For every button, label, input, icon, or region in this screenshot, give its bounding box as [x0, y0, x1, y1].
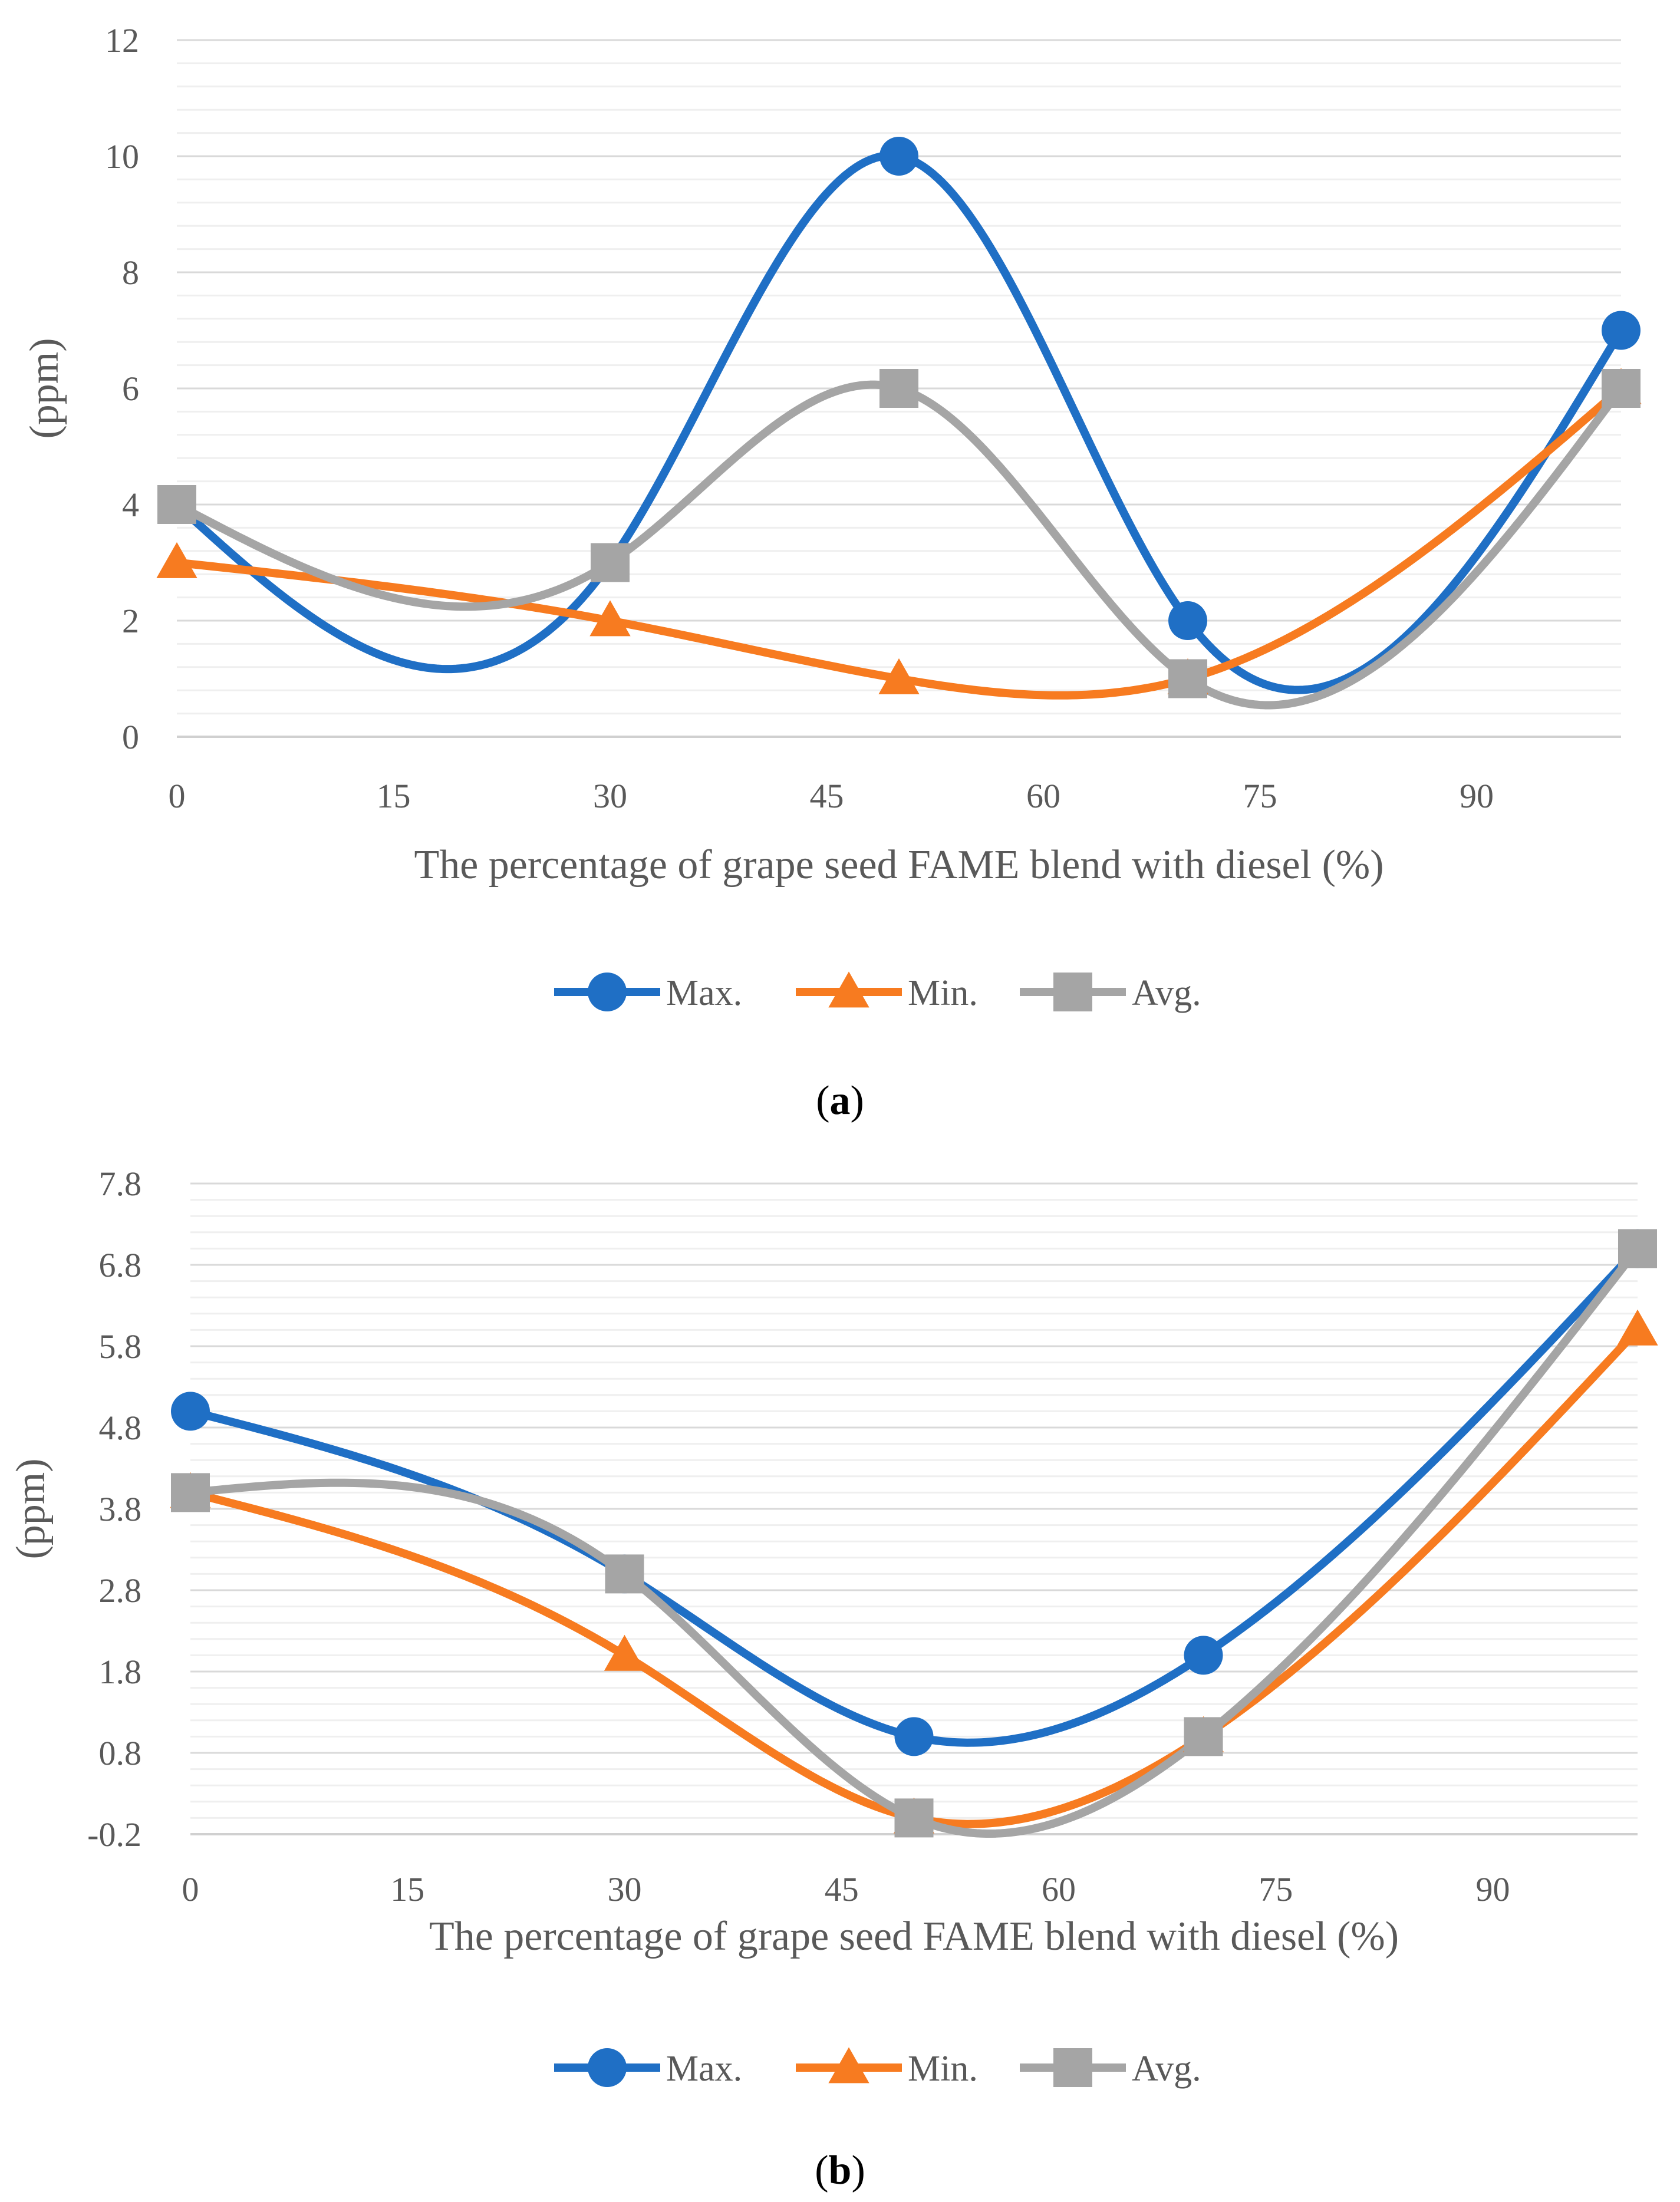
data-point-min [589, 600, 631, 637]
y-tick-label: 7.8 [99, 1165, 142, 1203]
data-point-min [156, 542, 197, 578]
legend-entry-max: Max. [554, 973, 742, 1013]
y-tick-label: -0.2 [87, 1815, 141, 1854]
data-point-avg [171, 1473, 210, 1512]
series-line-max [186, 1244, 1642, 1747]
series-markers [170, 1229, 1658, 1838]
legend-marker [828, 2047, 869, 2084]
legend-label: Min. [908, 973, 978, 1013]
legend-marker [1053, 2048, 1092, 2087]
data-point-min [604, 1634, 645, 1671]
y-tick-label: 8 [122, 253, 139, 292]
y-tick-label: 2.8 [99, 1571, 142, 1610]
chart-panel-b: -0.2 0.8 1.8 2.8 3.8 4.8 5.8 6.8 7.8 0 15 30 45 60 75 9… [8, 1165, 1658, 2089]
data-point-max [879, 137, 918, 176]
data-point-avg [157, 485, 196, 524]
y-tick-label: 6 [122, 370, 139, 408]
data-point-max [894, 1717, 934, 1756]
x-tick-label: 15 [377, 777, 411, 815]
y-tick-label: 1.8 [99, 1653, 142, 1691]
x-tick-label: 60 [1026, 777, 1060, 815]
legend-label: Min. [908, 2049, 978, 2089]
data-point-min [1617, 1309, 1658, 1346]
x-tick-label: 30 [593, 777, 627, 815]
panel-label-b: (b) [815, 2148, 865, 2193]
y-tick-label: 6.8 [99, 1246, 142, 1284]
legend-entry-min: Min. [796, 971, 978, 1013]
data-point-avg [591, 543, 630, 582]
data-point-avg [894, 1798, 934, 1838]
x-tick-label: 0 [169, 777, 186, 815]
legend-entry-max: Max. [554, 2048, 742, 2089]
y-tick-label: 2 [122, 602, 139, 640]
data-point-avg [1602, 369, 1641, 408]
chart-panel-a: 0 2 4 6 8 10 12 0 15 30 45 60 75 90 The percentage of … [22, 21, 1642, 1013]
y-axis-title: (ppm) [8, 1458, 54, 1559]
panel-label-a: (a) [816, 1078, 864, 1123]
x-tick-label: 75 [1243, 777, 1277, 815]
y-tick-label: 3.8 [99, 1490, 142, 1528]
data-point-avg [605, 1554, 644, 1594]
data-point-max [1184, 1636, 1223, 1675]
data-point-max [171, 1392, 210, 1431]
x-tick-label: 75 [1259, 1870, 1293, 1908]
x-axis-title: The percentage of grape seed FAME blend … [429, 1914, 1399, 1959]
y-tick-label: 4 [122, 486, 139, 524]
x-tick-label: 60 [1042, 1870, 1076, 1908]
x-axis-title: The percentage of grape seed FAME blend … [414, 842, 1383, 888]
legend-marker [588, 973, 627, 1011]
legend-entry-avg: Avg. [1020, 2048, 1201, 2089]
series-line-max [173, 151, 1625, 694]
y-tick-label: 4.8 [99, 1409, 142, 1447]
x-tick-label: 15 [390, 1870, 424, 1908]
y-tick-label: 12 [105, 21, 139, 60]
x-tick-label: 90 [1460, 777, 1494, 815]
y-tick-label: 0 [122, 718, 139, 756]
gridlines [177, 39, 1621, 738]
legend-label: Max. [666, 973, 742, 1013]
y-tick-label: 5.8 [99, 1327, 142, 1366]
y-tick-label: 10 [105, 137, 139, 176]
x-tick-label: 45 [825, 1870, 859, 1908]
data-point-avg [1618, 1229, 1657, 1268]
data-point-avg [879, 369, 918, 408]
y-axis-title: (ppm) [22, 338, 67, 439]
series-lines [173, 151, 1625, 710]
legend-marker [828, 971, 869, 1008]
legend-label: Avg. [1132, 2049, 1201, 2089]
legend: Max. Min. Avg. [554, 2047, 1201, 2089]
legend-label: Avg. [1132, 973, 1201, 1013]
data-point-avg [1184, 1717, 1223, 1756]
data-point-max [1168, 601, 1207, 640]
legend-marker [1053, 973, 1092, 1011]
data-point-min [878, 658, 920, 694]
x-tick-label: 0 [182, 1870, 199, 1908]
legend-entry-avg: Avg. [1020, 973, 1201, 1013]
data-point-max [1602, 311, 1641, 350]
x-tick-label: 30 [608, 1870, 642, 1908]
series-markers [156, 137, 1642, 698]
x-tick-label: 90 [1476, 1870, 1510, 1908]
data-point-avg [1168, 659, 1207, 698]
legend-entry-min: Min. [796, 2047, 978, 2089]
legend-label: Max. [666, 2049, 742, 2089]
x-tick-label: 45 [810, 777, 844, 815]
legend-marker [588, 2048, 627, 2087]
legend: Max. Min. Avg. [554, 971, 1201, 1013]
y-tick-label: 0.8 [99, 1734, 142, 1772]
